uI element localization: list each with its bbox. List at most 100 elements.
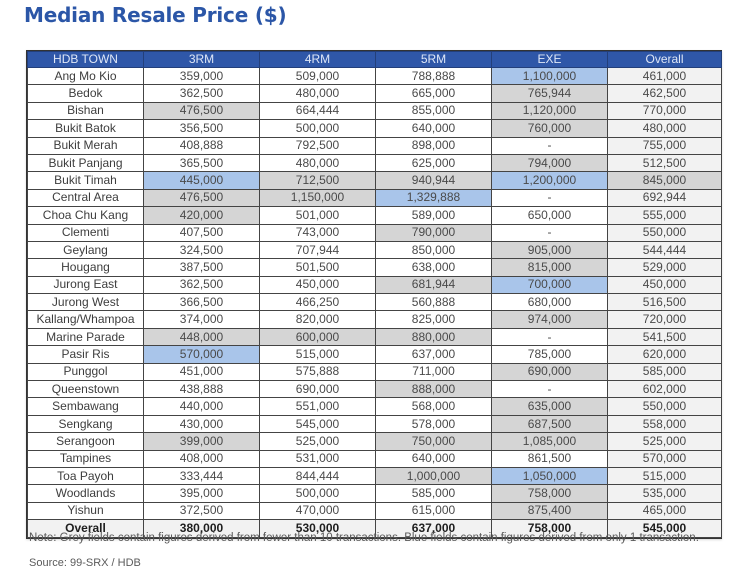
price-cell-3rm: 448,000 [143, 327, 260, 347]
price-cell-5rm: 855,000 [375, 101, 492, 121]
price-cell-exe: 974,000 [491, 310, 608, 329]
price-cell-exe: 700,000 [491, 275, 608, 295]
table-row: Jurong East 362,500 450,000 681,944 700,000 4… [27, 275, 722, 295]
price-cell-4rm: 470,000 [259, 501, 376, 521]
price-cell-exe: 635,000 [491, 397, 608, 416]
price-cell-4rm: 501,500 [259, 258, 376, 277]
price-cell-4rm: 600,000 [259, 327, 376, 347]
town-name-cell: Bedok [27, 84, 144, 103]
price-cell-3rm: 570,000 [143, 345, 260, 364]
price-cell-exe: - [491, 188, 608, 208]
table-row: Punggol 451,000 575,888 711,000 690,000 585,0… [27, 362, 722, 382]
table-row: Bedok 362,500 480,000 665,000 765,944 462,500 [27, 84, 722, 103]
table-row: Bukit Merah 408,888 792,500 898,000-755,000 [27, 136, 722, 155]
town-name-cell: Yishun [27, 501, 144, 521]
price-cell-4rm: 551,000 [259, 397, 376, 416]
price-cell-4rm: 743,000 [259, 223, 376, 242]
price-cell-4rm: 690,000 [259, 380, 376, 399]
table-body: Ang Mo Kio 359,000 509,000 788,888 1,100,000… [27, 66, 722, 539]
price-cell-5rm: 637,000 [375, 345, 492, 364]
price-cell-overall: 465,000 [607, 501, 722, 521]
price-cell-3rm: 440,000 [143, 397, 260, 416]
price-cell-exe: 794,000 [491, 153, 608, 173]
price-cell-5rm: 750,000 [375, 432, 492, 451]
table-row: Queenstown 438,888 690,000 888,000-602,000 [27, 380, 722, 399]
price-cell-5rm: 665,000 [375, 84, 492, 103]
table-row: Bukit Batok 356,500 500,000 640,000 760,000 4… [27, 119, 722, 138]
price-cell-exe: 861,500 [491, 449, 608, 468]
total-cell-overall: 545,000 [607, 519, 722, 539]
price-cell-exe: - [491, 223, 608, 242]
price-cell-4rm: 531,000 [259, 449, 376, 468]
price-cell-4rm: 844,444 [259, 466, 376, 486]
town-name-cell: Serangoon [27, 432, 144, 451]
price-cell-overall: 450,000 [607, 275, 722, 295]
price-cell-4rm: 500,000 [259, 119, 376, 138]
price-cell-5rm: 1,000,000 [375, 466, 492, 486]
price-cell-5rm: 560,888 [375, 293, 492, 312]
town-name-cell: Queenstown [27, 380, 144, 399]
price-cell-exe: 680,000 [491, 293, 608, 312]
price-cell-overall: 462,500 [607, 84, 722, 103]
town-name-cell: Jurong East [27, 275, 144, 295]
table-row: Bukit Timah 445,000 712,500 940,944 1,200,00… [27, 171, 722, 190]
price-cell-4rm: 501,000 [259, 206, 376, 225]
price-cell-4rm: 480,000 [259, 153, 376, 173]
price-cell-overall: 516,500 [607, 293, 722, 312]
price-cell-3rm: 408,000 [143, 449, 260, 468]
price-cell-exe: 1,120,000 [491, 101, 608, 121]
town-name-cell: Hougang [27, 258, 144, 277]
price-cell-3rm: 451,000 [143, 362, 260, 382]
town-name-cell: Marine Parade [27, 327, 144, 347]
table-row: Toa Payoh 333,444 844,444 1,000,000 1,050,00… [27, 466, 722, 486]
price-cell-3rm: 362,500 [143, 84, 260, 103]
price-cell-overall: 529,000 [607, 258, 722, 277]
price-cell-5rm: 711,000 [375, 362, 492, 382]
table-row: Sembawang 440,000 551,000 568,000 635,000 550… [27, 397, 722, 416]
price-cell-3rm: 359,000 [143, 66, 260, 86]
price-cell-3rm: 476,500 [143, 101, 260, 121]
town-name-cell: Pasir Ris [27, 345, 144, 364]
table-row: Kallang/Whampoa 374,000 820,000 825,000 974,… [27, 310, 722, 329]
price-cell-5rm: 788,888 [375, 66, 492, 86]
town-name-cell: Ang Mo Kio [27, 66, 144, 86]
price-cell-5rm: 825,000 [375, 310, 492, 329]
price-cell-overall: 845,000 [607, 171, 722, 190]
town-name-cell: Tampines [27, 449, 144, 468]
price-cell-overall: 535,000 [607, 484, 722, 503]
price-cell-5rm: 578,000 [375, 414, 492, 434]
column-header-overall: Overall [607, 51, 722, 68]
price-cell-overall: 692,944 [607, 188, 722, 208]
price-cell-5rm: 790,000 [375, 223, 492, 242]
table-row: Woodlands 395,000 500,000 585,000 758,000 535… [27, 484, 722, 503]
price-cell-exe: 875,400 [491, 501, 608, 521]
price-cell-overall: 720,000 [607, 310, 722, 329]
column-header-4rm: 4RM [259, 51, 376, 68]
price-cell-exe: 690,000 [491, 362, 608, 382]
price-cell-3rm: 438,888 [143, 380, 260, 399]
town-name-cell: Bukit Merah [27, 136, 144, 155]
price-cell-5rm: 880,000 [375, 327, 492, 347]
price-cell-3rm: 372,500 [143, 501, 260, 521]
price-cell-exe: - [491, 327, 608, 347]
price-cell-4rm: 820,000 [259, 310, 376, 329]
price-cell-4rm: 450,000 [259, 275, 376, 295]
price-cell-5rm: 589,000 [375, 206, 492, 225]
price-cell-5rm: 585,000 [375, 484, 492, 503]
price-cell-5rm: 898,000 [375, 136, 492, 155]
price-cell-4rm: 545,000 [259, 414, 376, 434]
median-price-table: HDB TOWN 3RM 4RM 5RM EXE Overall Ang Mo … [26, 50, 722, 540]
price-cell-exe: 1,200,000 [491, 171, 608, 190]
price-cell-3rm: 387,500 [143, 258, 260, 277]
price-cell-overall: 550,000 [607, 397, 722, 416]
price-cell-exe: 650,000 [491, 206, 608, 225]
price-cell-5rm: 615,000 [375, 501, 492, 521]
price-cell-overall: 515,000 [607, 466, 722, 486]
price-cell-4rm: 525,000 [259, 432, 376, 451]
price-cell-4rm: 792,500 [259, 136, 376, 155]
price-cell-3rm: 420,000 [143, 206, 260, 225]
price-cell-exe: 1,100,000 [491, 66, 608, 86]
table-row: Geylang 324,500 707,944 850,000 905,000 544,4… [27, 240, 722, 260]
price-cell-exe: 765,944 [491, 84, 608, 103]
table-row: Clementi 407,500 743,000 790,000-550,000 [27, 223, 722, 242]
